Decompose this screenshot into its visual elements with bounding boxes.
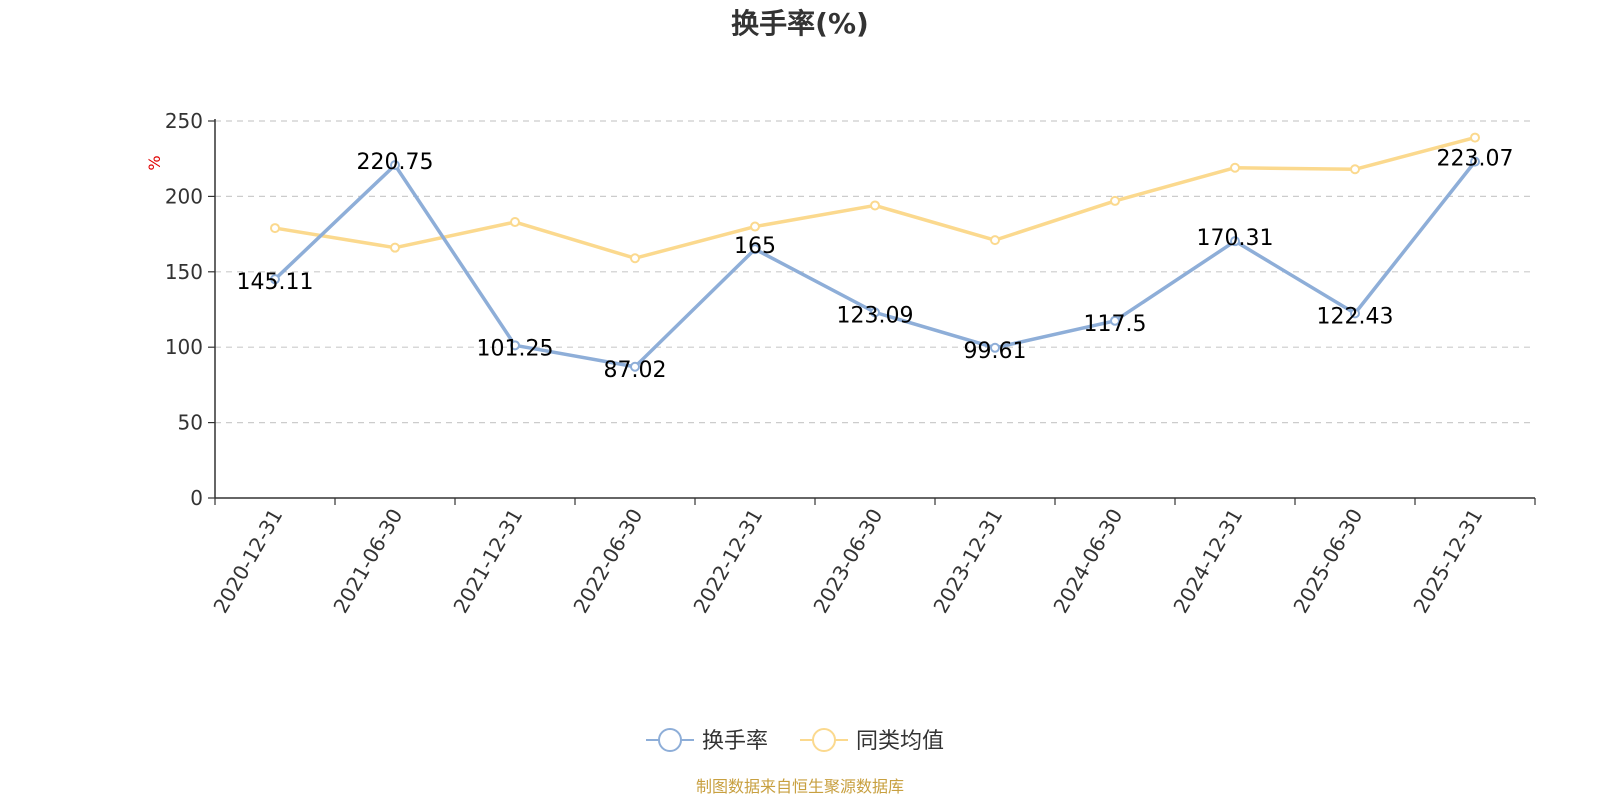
y-axis-unit: % xyxy=(145,155,164,170)
data-point xyxy=(1110,195,1120,206)
data-point xyxy=(270,223,280,234)
data-point xyxy=(1470,156,1480,167)
y-tick-label: 0 xyxy=(190,486,203,510)
data-point xyxy=(990,342,1000,353)
y-tick-label: 150 xyxy=(165,260,203,284)
data-point xyxy=(870,307,880,318)
x-tick-label: 2021-12-31 xyxy=(448,505,527,618)
y-tick-label: 200 xyxy=(165,184,203,208)
x-tick-label: 2025-12-31 xyxy=(1408,505,1487,618)
y-tick-label: 50 xyxy=(178,411,203,435)
legend-item-0[interactable]: 换手率 xyxy=(646,728,768,754)
x-tick-label: 2024-12-31 xyxy=(1168,505,1247,618)
legend-marker xyxy=(658,728,682,752)
data-label: 123.09 xyxy=(837,303,914,328)
x-tick-label: 2025-06-30 xyxy=(1288,505,1367,618)
data-label: 87.02 xyxy=(604,358,667,383)
series-line-0 xyxy=(273,159,1477,369)
y-tick-label: 100 xyxy=(165,335,203,359)
data-point xyxy=(630,361,640,372)
x-tick-label: 2021-06-30 xyxy=(328,505,407,618)
legend[interactable]: 换手率 同类均值 xyxy=(646,728,944,754)
series-lines xyxy=(270,132,1480,372)
data-label: 145.11 xyxy=(237,270,314,295)
data-point xyxy=(1350,308,1360,319)
x-tick-label: 2020-12-31 xyxy=(208,505,287,618)
y-tick-label: 250 xyxy=(165,109,203,133)
data-point xyxy=(750,221,760,232)
chart-title: 换手率(%) xyxy=(731,7,869,40)
legend-label: 换手率 xyxy=(702,729,768,754)
legend-marker xyxy=(812,728,836,752)
data-point xyxy=(1470,132,1480,143)
data-point xyxy=(510,217,520,228)
data-point xyxy=(390,160,400,171)
data-point xyxy=(630,253,640,264)
data-label: 165 xyxy=(734,234,776,259)
legend-item-1[interactable]: 同类均值 xyxy=(800,728,944,754)
data-label: 170.31 xyxy=(1197,226,1274,251)
data-label: 99.61 xyxy=(964,339,1027,364)
x-tick-label: 2022-06-30 xyxy=(568,505,647,618)
data-label: 101.25 xyxy=(477,336,554,361)
data-point xyxy=(990,235,1000,246)
data-point xyxy=(1230,236,1240,247)
x-tick-label: 2022-12-31 xyxy=(688,505,767,618)
data-point xyxy=(1350,164,1360,175)
data-label: 223.07 xyxy=(1437,147,1514,172)
data-label: 122.43 xyxy=(1317,304,1394,329)
x-tick-label: 2023-12-31 xyxy=(928,505,1007,618)
data-point xyxy=(1110,315,1120,326)
data-labels: 145.11 220.75 101.25 87.02 165 123.09 99.61 117… xyxy=(237,147,1514,383)
data-point xyxy=(390,242,400,253)
data-point xyxy=(510,340,520,351)
series-line-1 xyxy=(273,135,1477,260)
data-label: 220.75 xyxy=(357,150,434,175)
data-point xyxy=(1230,162,1240,173)
data-point xyxy=(870,200,880,211)
x-tick-label: 2024-06-30 xyxy=(1048,505,1127,618)
x-tick-label: 2023-06-30 xyxy=(808,505,887,618)
data-label: 117.5 xyxy=(1084,312,1147,337)
legend-label: 同类均值 xyxy=(856,729,944,754)
axes: 0 50 100 150 200 250 2020-12-31 2021-06-30 2021-… xyxy=(165,109,1536,618)
source-note: 制图数据来自恒生聚源数据库 xyxy=(696,777,904,796)
data-point xyxy=(750,244,760,255)
grid-lines xyxy=(215,120,1535,424)
data-point xyxy=(270,274,280,285)
